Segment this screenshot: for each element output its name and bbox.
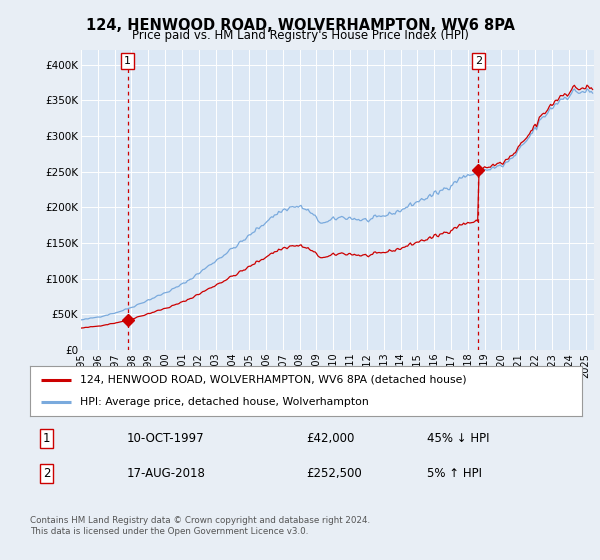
Text: 124, HENWOOD ROAD, WOLVERHAMPTON, WV6 8PA (detached house): 124, HENWOOD ROAD, WOLVERHAMPTON, WV6 8P… xyxy=(80,375,466,385)
Text: 17-AUG-2018: 17-AUG-2018 xyxy=(127,467,205,480)
Text: 45% ↓ HPI: 45% ↓ HPI xyxy=(427,432,490,445)
Text: 5% ↑ HPI: 5% ↑ HPI xyxy=(427,467,482,480)
Text: Contains HM Land Registry data © Crown copyright and database right 2024.
This d: Contains HM Land Registry data © Crown c… xyxy=(30,516,370,536)
Text: 1: 1 xyxy=(43,432,50,445)
Text: 2: 2 xyxy=(43,467,50,480)
Text: Price paid vs. HM Land Registry's House Price Index (HPI): Price paid vs. HM Land Registry's House … xyxy=(131,29,469,42)
Text: £252,500: £252,500 xyxy=(306,467,362,480)
Text: 10-OCT-1997: 10-OCT-1997 xyxy=(127,432,204,445)
Text: £42,000: £42,000 xyxy=(306,432,355,445)
Text: 124, HENWOOD ROAD, WOLVERHAMPTON, WV6 8PA: 124, HENWOOD ROAD, WOLVERHAMPTON, WV6 8P… xyxy=(86,18,515,33)
Text: HPI: Average price, detached house, Wolverhampton: HPI: Average price, detached house, Wolv… xyxy=(80,397,368,407)
Text: 1: 1 xyxy=(124,56,131,66)
Text: 2: 2 xyxy=(475,56,482,66)
